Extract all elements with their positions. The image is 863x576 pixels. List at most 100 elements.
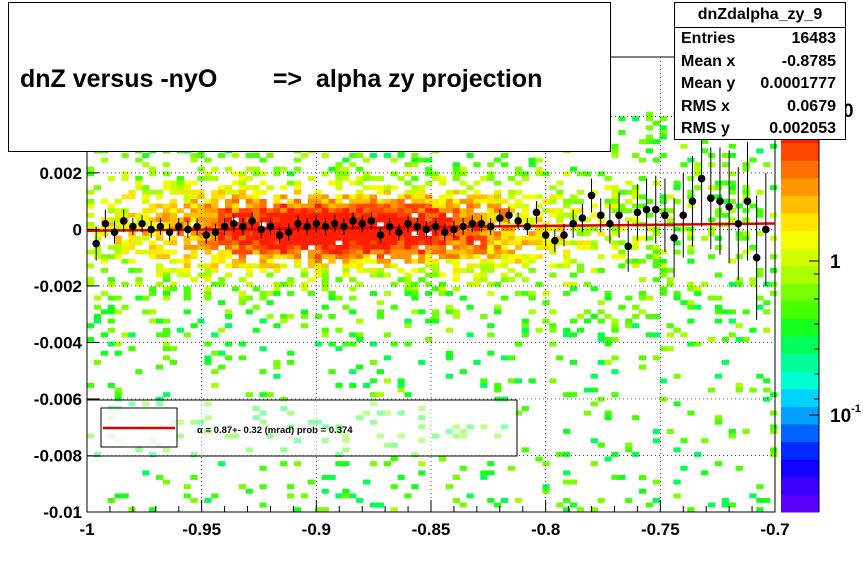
heatmap-cell (390, 456, 398, 462)
heatmap-cell (659, 194, 667, 200)
heatmap-cell (673, 327, 681, 333)
heatmap-cell (162, 203, 171, 209)
heatmap-cell (687, 281, 695, 287)
heatmap-cell (231, 245, 240, 250)
heatmap-cell (625, 217, 633, 223)
heatmap-cell (280, 208, 288, 214)
heatmap-cell (763, 396, 771, 402)
heatmap-cell (459, 268, 467, 273)
heatmap-cell (280, 249, 288, 255)
heatmap-cell (376, 268, 384, 273)
heatmap-cell (121, 176, 129, 181)
heatmap-cell (266, 153, 274, 158)
heatmap-cell (673, 185, 681, 191)
heatmap-cell (735, 281, 743, 287)
heatmap-cell (390, 212, 398, 218)
heatmap-cell (563, 199, 571, 204)
heatmap-cell (473, 360, 481, 365)
heatmap-cell (590, 438, 598, 444)
profile-point (578, 214, 587, 222)
heatmap-cell (128, 235, 136, 241)
heatmap-cell (528, 157, 536, 163)
colorbar-swatch (781, 177, 819, 196)
heatmap-cell (183, 189, 191, 195)
heatmap-cell (632, 185, 640, 191)
heatmap-cell (501, 153, 509, 158)
profile-point (147, 225, 156, 234)
heatmap-cell (218, 254, 226, 260)
heatmap-cell (466, 231, 474, 237)
heatmap-cell (432, 240, 440, 246)
heatmap-cell (287, 203, 295, 209)
heatmap-cell (659, 153, 667, 158)
heatmap-cell (328, 254, 336, 260)
heatmap-cell (197, 212, 205, 218)
heatmap-cell (514, 203, 522, 209)
heatmap-cell (294, 254, 302, 260)
profile-point (220, 222, 229, 231)
heatmap-cell (570, 258, 578, 264)
heatmap-cell (728, 332, 736, 338)
heatmap-cell (514, 171, 522, 177)
heatmap-cell (556, 235, 564, 241)
heatmap-cell (432, 258, 440, 264)
heatmap-cell (197, 166, 205, 172)
heatmap-cell (397, 245, 405, 250)
heatmap-cell (721, 212, 729, 218)
heatmap-cell (501, 231, 509, 237)
heatmap-cell (328, 199, 336, 204)
heatmap-cell (583, 171, 591, 177)
heatmap-cell (514, 498, 522, 503)
heatmap-cell (300, 208, 309, 214)
heatmap-cell (549, 272, 557, 278)
heatmap-cell (335, 217, 343, 223)
heatmap-cell (383, 249, 391, 255)
heatmap-cell (121, 208, 129, 214)
heatmap-cell (128, 240, 136, 246)
heatmap-cell (307, 249, 315, 255)
heatmap-cell (245, 240, 253, 246)
heatmap-cell (176, 272, 184, 278)
heatmap-cell (342, 263, 350, 269)
heatmap-cell (432, 263, 440, 269)
heatmap-cell (432, 309, 440, 315)
heatmap-cell (369, 291, 378, 296)
profile-point (257, 225, 266, 234)
heatmap-cell (321, 153, 329, 158)
colorbar-swatch (781, 459, 819, 478)
heatmap-cell (521, 208, 529, 214)
heatmap-cell (425, 281, 433, 287)
heatmap-cell (714, 185, 723, 191)
colorbar-swatch (781, 476, 819, 495)
heatmap-cell (342, 166, 350, 172)
heatmap-cell (535, 194, 543, 200)
heatmap-cell (238, 212, 246, 218)
heatmap-cell (190, 254, 198, 260)
heatmap-cell (445, 327, 453, 333)
heatmap-cell (528, 222, 536, 227)
heatmap-cell (349, 383, 357, 388)
heatmap-cell (528, 295, 536, 301)
heatmap-cell (156, 318, 164, 324)
heatmap-cell (494, 208, 502, 214)
heatmap-cell (197, 245, 205, 250)
heatmap-cell (535, 166, 543, 172)
heatmap-cell (466, 226, 474, 232)
heatmap-cell (694, 162, 702, 168)
heatmap-cell (445, 258, 453, 264)
heatmap-cell (114, 396, 122, 402)
heatmap-cell (487, 461, 495, 467)
heatmap-cell (501, 263, 509, 269)
heatmap-cell (128, 268, 136, 273)
heatmap-cell (528, 291, 536, 296)
heatmap-cell (411, 208, 419, 214)
heatmap-cell (611, 475, 619, 480)
heatmap-cell (204, 217, 212, 223)
heatmap-cell (625, 258, 633, 264)
heatmap-cell (363, 268, 371, 273)
heatmap-cell (583, 318, 591, 324)
heatmap-cell (576, 231, 585, 237)
heatmap-cell (314, 194, 322, 200)
heatmap-cell (231, 208, 240, 214)
heatmap-cell (687, 300, 695, 306)
